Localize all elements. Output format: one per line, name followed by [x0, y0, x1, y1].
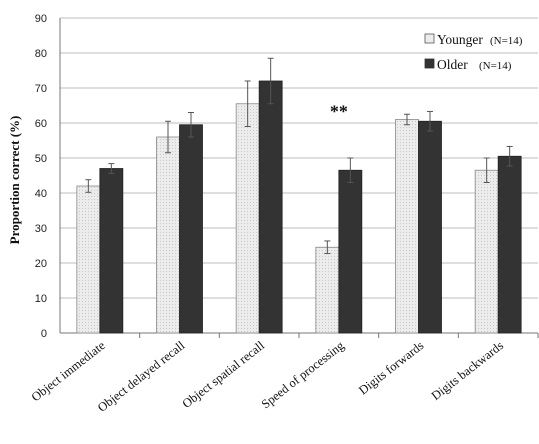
error-bars	[85, 57, 513, 255]
error-bar-younger-digits-backwards	[483, 157, 490, 183]
y-tick-label: 10	[35, 293, 47, 305]
x-tick-label: Object immediate	[29, 338, 108, 404]
x-tick-label: Object delayed recall	[95, 338, 188, 415]
bar-younger-digits-forwards	[395, 119, 419, 334]
x-tick-label: Speed of processing	[259, 338, 348, 411]
bar-older-speed-of-processing	[338, 169, 363, 334]
legend-n-older: (N=14)	[479, 60, 512, 72]
error-bar-older-object-delayed-recall	[188, 112, 194, 138]
bar-older-object-delayed-recall	[179, 124, 203, 334]
bars	[76, 80, 522, 334]
error-bar-older-object-immediate	[108, 163, 115, 174]
y-tick-label: 70	[35, 83, 47, 95]
bar-younger-object-immediate	[76, 185, 101, 334]
error-bar-younger-object-delayed-recall	[165, 120, 171, 154]
bar-older-object-spatial-recall	[258, 80, 283, 334]
legend-label-older: Older	[437, 57, 468, 72]
y-tick-label: 30	[35, 223, 47, 235]
legend: Younger (N=14) Older (N=14)	[424, 32, 523, 72]
legend-swatch-older	[424, 58, 435, 69]
y-axis-label: Proportion correct (%)	[7, 116, 22, 245]
annotations: **	[330, 102, 348, 122]
y-tick-label: 40	[35, 188, 47, 200]
y-tick-label: 60	[35, 118, 47, 130]
error-bar-younger-object-immediate	[85, 179, 92, 193]
bar-younger-digits-backwards	[474, 169, 499, 334]
bar-older-object-immediate	[99, 168, 124, 334]
x-tick-label: Digits forwards	[356, 338, 426, 397]
bar-older-digits-backwards	[497, 155, 522, 334]
legend-label-younger: Younger	[437, 32, 483, 47]
error-bar-older-speed-of-processing	[347, 157, 354, 183]
gridlines	[60, 17, 538, 299]
y-tick-label: 90	[35, 13, 47, 25]
y-tick-label: 0	[41, 328, 47, 340]
error-bar-younger-digits-forwards	[404, 113, 410, 126]
bar-older-digits-forwards	[418, 120, 442, 334]
y-tick-labels: 0 10 20 30 40 50 60 70 80 90	[35, 13, 47, 340]
bar-younger-object-spatial-recall	[235, 103, 260, 334]
error-bar-older-digits-forwards	[427, 110, 433, 132]
y-tick-label: 50	[35, 153, 47, 165]
x-tick-label: Object spatial recall	[180, 338, 268, 411]
y-tick-label: 80	[35, 48, 47, 60]
x-tick-label: Digits backwards	[429, 338, 506, 403]
error-bar-older-digits-backwards	[506, 145, 513, 167]
error-bar-younger-object-spatial-recall	[244, 80, 251, 127]
legend-n-younger: (N=14)	[490, 35, 523, 47]
y-tick-label: 20	[35, 258, 47, 270]
error-bar-older-object-spatial-recall	[267, 57, 274, 105]
legend-swatch-younger	[424, 33, 435, 44]
bar-younger-speed-of-processing	[315, 246, 340, 334]
significance-annotation: **	[330, 102, 348, 122]
axes	[59, 18, 539, 338]
bar-younger-object-delayed-recall	[156, 136, 180, 334]
error-bar-younger-speed-of-processing	[324, 240, 331, 255]
